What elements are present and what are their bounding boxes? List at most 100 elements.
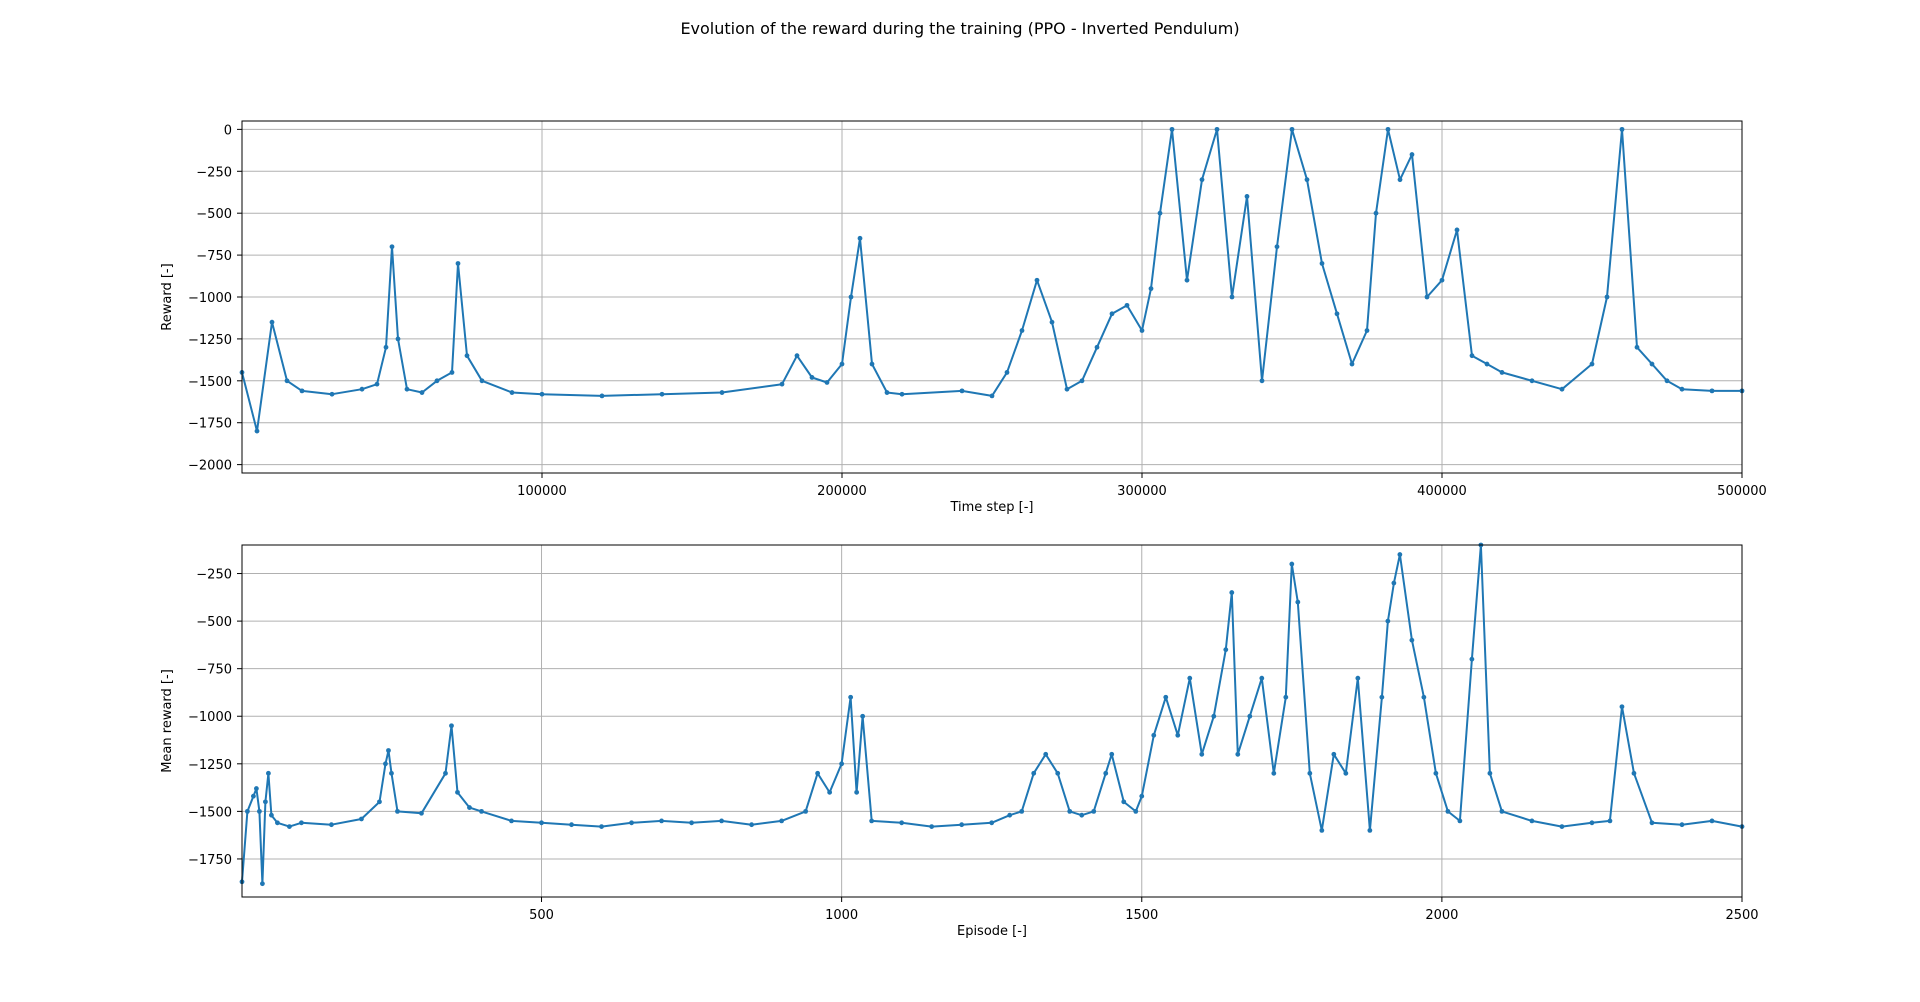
data-point [1679,822,1685,828]
data-point [1199,751,1205,757]
data-point [827,789,833,795]
x-tick-label: 1000 [825,908,858,923]
data-point [449,723,454,729]
y-tick-label: −1250 [188,333,232,348]
data-point [1079,812,1085,818]
data-point [629,820,634,826]
x-axis-label: Time step [-] [949,500,1033,515]
data-point [1307,770,1313,776]
data-point [467,805,472,810]
data-point [1133,808,1139,814]
data-point [1409,637,1415,643]
data-point [299,820,304,826]
data-point [266,770,271,776]
data-point [395,336,401,342]
data-point [1367,828,1373,833]
data-point [569,822,574,828]
data-point [659,391,665,397]
data-point [719,390,725,395]
data-point [1469,656,1475,662]
data-point [803,808,809,814]
data-point [1295,599,1301,605]
data-point [1391,580,1397,586]
data-point [1274,244,1280,250]
data-point [1364,328,1370,333]
data-point [848,694,854,700]
data-point [329,822,334,828]
y-tick-label: −1000 [188,291,232,306]
data-point [1631,770,1637,776]
x-tick-label: 200000 [817,484,867,499]
data-point [389,244,395,250]
data-point [929,824,935,829]
data-point [1094,344,1100,350]
data-point [809,375,815,380]
y-axis-label: Reward [-] [160,263,175,330]
data-point [449,370,455,375]
data-point [1529,818,1535,824]
data-point [719,818,724,824]
data-point [1421,694,1427,700]
data-point [1214,126,1220,132]
data-point [284,378,290,384]
data-point [299,388,305,394]
data-point [1484,361,1490,367]
data-point [749,822,755,828]
data-point [1529,378,1535,384]
x-axis-label: Episode [-] [957,924,1027,939]
data-point [377,799,382,805]
data-point [419,810,424,816]
data-point [269,812,274,818]
data-point [839,761,845,767]
data-point [1289,126,1295,132]
data-point [434,378,440,384]
data-point [1271,770,1277,776]
data-point [1151,732,1157,738]
data-point [1283,694,1289,700]
data-point [329,391,335,397]
data-point [1235,751,1241,757]
data-point [959,388,965,394]
data-point [1067,808,1073,814]
data-point [899,391,905,397]
data-point [857,235,863,241]
data-point [1385,618,1391,624]
data-point [689,820,694,826]
data-point [1247,713,1253,719]
data-point [860,713,866,719]
data-point [455,261,461,266]
data-point [1649,361,1655,367]
y-tick-label: −1500 [188,375,232,390]
data-point [1604,294,1610,300]
data-point [374,381,380,387]
data-point [245,808,250,814]
data-point [1244,194,1250,199]
data-point [257,808,262,814]
data-point [1397,177,1403,183]
y-tick-label: −500 [196,207,232,222]
data-point [1034,277,1040,283]
data-point [1619,704,1625,710]
data-point [1229,590,1235,595]
data-point [260,881,265,887]
data-point [1634,344,1640,350]
data-point [1619,126,1625,132]
x-tick-label: 2000 [1425,908,1458,923]
data-point [1439,277,1445,283]
data-point [1124,302,1130,308]
data-point [1019,328,1025,333]
y-tick-label: −1750 [188,417,232,432]
data-point [269,319,275,325]
data-point [359,386,365,392]
series-line-0 [241,544,1743,885]
data-point [1409,152,1415,157]
data-point [1607,818,1613,824]
data-point [1499,808,1505,814]
data-point [779,381,785,387]
data-point [1121,799,1127,805]
data-point [1589,820,1595,826]
data-point [659,818,664,824]
data-point [1334,311,1340,317]
